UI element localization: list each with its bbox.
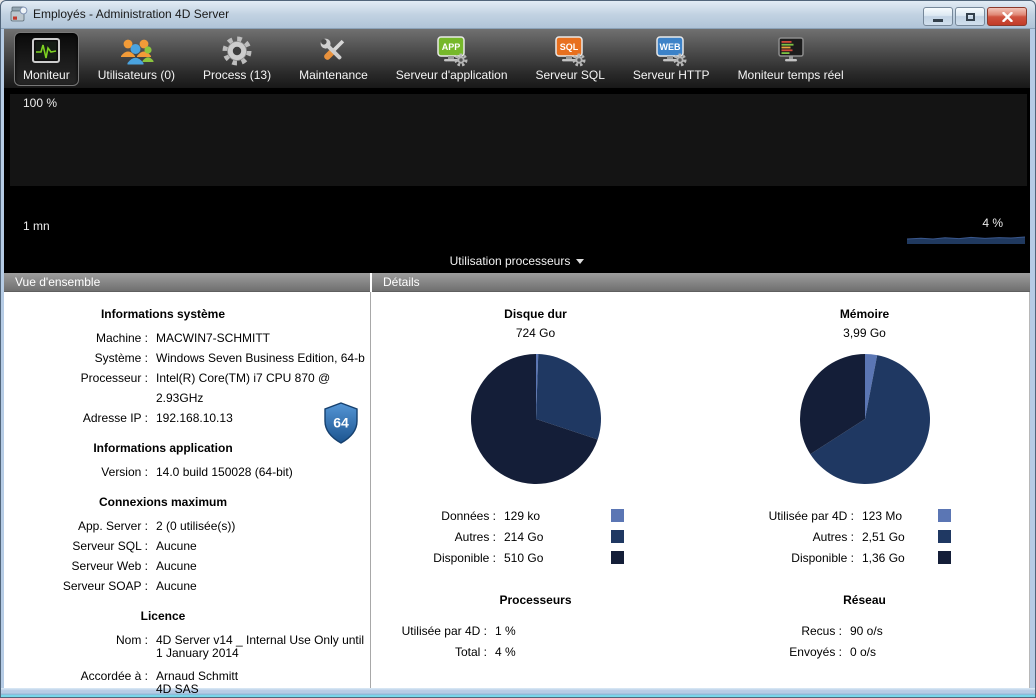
info-row-systeme: Système : Windows Seven Business Edition,…	[94, 351, 365, 365]
info-row-serveur-web: Serveur Web : Aucune	[71, 559, 197, 573]
toolbar-button-moniteur-temps-reel[interactable]: Moniteur temps réel	[729, 32, 853, 86]
info-row-licence-nom: Nom :4D Server v14 _ Internal Use Only u…	[115, 633, 365, 660]
users-icon	[117, 35, 155, 67]
info-row-app-server: App. Server :2 (0 utilisée(s))	[77, 519, 236, 533]
graph-series-selector[interactable]: Utilisation processeurs	[4, 254, 1030, 268]
section-title-system: Informations système	[100, 307, 226, 321]
section-title-licence: Licence	[140, 609, 186, 623]
realtime-monitor-icon	[774, 35, 808, 67]
graph-y-max-label: 100 %	[23, 96, 58, 110]
disk-title: Disque dur	[504, 307, 567, 321]
toolbar-button-label: Utilisateurs (0)	[97, 68, 176, 82]
sql-server-icon: SQL	[550, 35, 590, 67]
network-row-recus: Recus :90 o/s	[801, 624, 883, 638]
app-icon	[10, 6, 28, 22]
legend-swatch	[611, 509, 624, 522]
info-row-processeur: Processeur : Intel(R) Core(TM) i7 CPU 870…	[80, 371, 331, 405]
toolbar-button-serveur-http[interactable]: WEB Serveur HTTP	[624, 32, 719, 86]
processors-row-4d: Utilisée par 4D :1 %	[401, 624, 516, 638]
maximize-button[interactable]	[955, 7, 985, 26]
toolbar-button-utilisateurs[interactable]: Utilisateurs (0)	[89, 32, 184, 86]
title-bar[interactable]: Employés - Administration 4D Server	[1, 1, 1035, 29]
info-row-licence-accordee: Accordée à : Arnaud Schmitt 4D SAS	[80, 669, 239, 696]
details-panel-header: Détails	[372, 273, 1030, 292]
memory-legend-utilisee: Utilisée par 4D :123 Mo	[700, 506, 1029, 527]
memory-title: Mémoire	[839, 307, 890, 321]
info-row-version: Version :14.0 build 150028 (64-bit)	[101, 465, 293, 479]
processors-row-total: Total :4 %	[454, 645, 516, 659]
overview-panel: Informations système Machine : MACWIN7-SC…	[4, 292, 371, 696]
network-section: Réseau Recus :90 o/s Envoyés :0 o/s	[700, 569, 1029, 663]
cpu-usage-area-chart	[907, 236, 1025, 244]
info-row-machine: Machine : MACWIN7-SCHMITT	[95, 331, 270, 345]
graph-series-selector-label: Utilisation processeurs	[449, 254, 571, 268]
svg-text:WEB: WEB	[660, 42, 681, 52]
svg-text:64: 64	[333, 415, 349, 431]
legend-swatch	[611, 530, 624, 543]
memory-legend-disponible: Disponible :1,36 Go	[700, 548, 1029, 569]
toolbar-button-label: Serveur HTTP	[632, 68, 710, 82]
legend-swatch	[938, 530, 951, 543]
close-button[interactable]	[987, 7, 1027, 26]
toolbar-button-label: Serveur d'application	[395, 68, 508, 82]
memory-pie-chart	[799, 354, 930, 485]
toolbar-button-label: Process (13)	[203, 68, 272, 82]
network-title: Réseau	[843, 593, 886, 607]
section-title-application: Informations application	[93, 441, 233, 455]
toolbar-button-moniteur[interactable]: Moniteur	[14, 32, 79, 86]
info-row-serveur-sql: Serveur SQL : Aucune	[72, 539, 197, 553]
memory-legend-autres: Autres :2,51 Go	[700, 527, 1029, 548]
disk-legend-disponible: Disponible :510 Go	[371, 548, 700, 569]
disk-legend-donnees: Données :129 ko	[371, 506, 700, 527]
graph-plot-area	[10, 94, 1027, 186]
info-row-serveur-soap: Serveur SOAP : Aucune	[62, 579, 197, 593]
maximize-icon	[965, 12, 975, 21]
toolbar-button-label: Serveur SQL	[535, 68, 605, 82]
legend-swatch	[611, 551, 624, 564]
minimize-icon	[933, 18, 943, 22]
section-title-connexions: Connexions maximum	[98, 495, 228, 509]
legend-swatch	[938, 509, 951, 522]
network-row-envoyes: Envoyés :0 o/s	[789, 645, 877, 659]
graph-time-window-label: 1 mn	[23, 219, 50, 233]
toolbar-button-label: Moniteur temps réel	[737, 68, 844, 82]
toolbar-button-label: Moniteur	[23, 68, 70, 82]
svg-text:APP: APP	[441, 42, 460, 52]
memory-total: 3,99 Go	[843, 326, 886, 340]
minimize-button[interactable]	[923, 7, 953, 26]
window-bottom-border	[1, 688, 1035, 697]
processors-title: Processeurs	[499, 593, 572, 607]
app-server-icon: APP	[432, 35, 472, 67]
cpu-usage-graph: 100 % 1 mn 4 % Utilisation processeurs	[4, 89, 1030, 273]
disk-section: Disque dur 724 Go Données :129 ko Autres…	[371, 292, 700, 569]
toolbar-button-process[interactable]: Process (13)	[194, 32, 280, 86]
svg-text:SQL: SQL	[560, 42, 579, 52]
toolbar-button-maintenance[interactable]: Maintenance	[290, 32, 377, 86]
processors-section: Processeurs Utilisée par 4D :1 % Total :…	[371, 569, 700, 663]
overview-panel-header: Vue d'ensemble	[4, 273, 370, 292]
disk-total: 724 Go	[515, 326, 556, 340]
web-server-icon: WEB	[651, 35, 691, 67]
gear-icon	[221, 35, 253, 67]
badge-64bit-icon: 64	[324, 402, 358, 447]
window-title: Employés - Administration 4D Server	[33, 7, 230, 21]
toolbar-button-serveur-sql[interactable]: SQL Serveur SQL	[527, 32, 614, 86]
main-toolbar: Moniteur Utilisateurs (0)	[4, 29, 1030, 89]
toolbar-button-label: Maintenance	[299, 68, 368, 82]
legend-swatch	[938, 551, 951, 564]
memory-section: Mémoire 3,99 Go Utilisée par 4D :123 Mo …	[700, 292, 1029, 569]
dropdown-caret-icon	[576, 259, 585, 265]
tools-icon	[315, 35, 351, 67]
disk-pie-chart	[470, 354, 601, 484]
graph-current-value-label: 4 %	[982, 216, 1003, 230]
monitor-waveform-icon	[30, 35, 62, 67]
info-row-adresse-ip: Adresse IP :192.168.10.13	[82, 411, 233, 425]
details-panel: Disque dur 724 Go Données :129 ko Autres…	[371, 292, 1030, 688]
disk-legend-autres: Autres :214 Go	[371, 527, 700, 548]
toolbar-button-serveur-application[interactable]: APP Serveur d'application	[387, 32, 517, 86]
close-icon	[1001, 11, 1013, 22]
